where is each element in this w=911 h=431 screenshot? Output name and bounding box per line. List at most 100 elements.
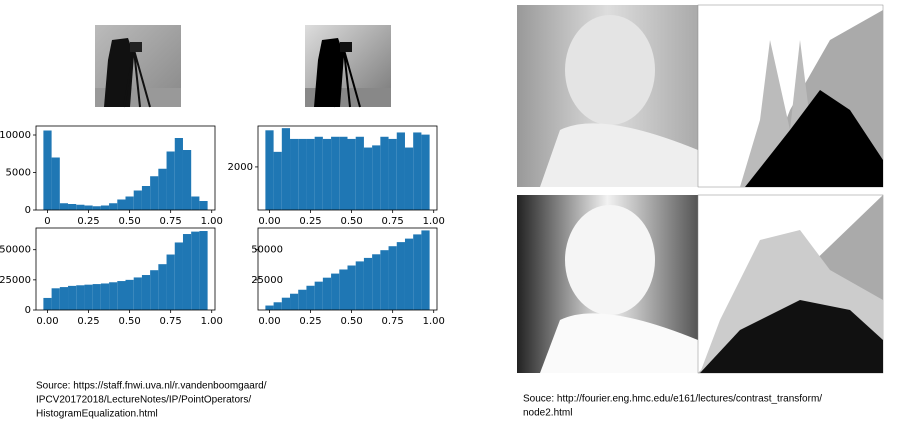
bar bbox=[76, 205, 84, 210]
bar bbox=[142, 186, 150, 210]
bar bbox=[175, 138, 183, 210]
bar bbox=[339, 137, 347, 210]
bar bbox=[68, 204, 76, 210]
x-tick-label: 0.75 bbox=[382, 316, 404, 327]
bar bbox=[109, 203, 117, 210]
y-tick-label: 2000 bbox=[228, 162, 253, 173]
bar bbox=[331, 274, 339, 310]
bar bbox=[405, 148, 413, 210]
y-tick-label: 5000 bbox=[6, 168, 31, 179]
y-tick-label: 25000 bbox=[0, 275, 31, 286]
bar bbox=[93, 284, 101, 310]
bar bbox=[265, 306, 273, 310]
bar bbox=[68, 286, 76, 310]
bar bbox=[348, 266, 356, 310]
bar bbox=[389, 246, 397, 310]
bar bbox=[356, 137, 364, 210]
bar bbox=[43, 131, 51, 211]
bar bbox=[306, 139, 314, 210]
page: {"chart_data": [ {"type": "histogram", "… bbox=[0, 0, 911, 431]
bar bbox=[298, 290, 306, 310]
source-line: Source: https://staff.fnwi.uva.nl/r.vand… bbox=[36, 381, 267, 392]
bar bbox=[380, 137, 388, 210]
bar bbox=[364, 258, 372, 310]
bar bbox=[43, 298, 51, 310]
bar bbox=[282, 128, 290, 210]
bar bbox=[150, 270, 158, 310]
x-tick-label: 0.25 bbox=[299, 316, 321, 327]
statue-original bbox=[517, 5, 883, 187]
bar bbox=[109, 282, 117, 310]
bar bbox=[101, 283, 109, 310]
photo-original bbox=[95, 25, 181, 107]
source-line: node2.html bbox=[523, 408, 572, 419]
bar bbox=[421, 135, 429, 210]
bar bbox=[298, 139, 306, 210]
x-tick-label: 0 bbox=[44, 216, 50, 227]
bar bbox=[323, 278, 331, 310]
bar bbox=[150, 176, 158, 210]
bar bbox=[413, 234, 421, 310]
x-tick-label: 0.25 bbox=[299, 216, 321, 227]
x-tick-label: 0.75 bbox=[160, 316, 182, 327]
bar bbox=[76, 285, 84, 310]
bar bbox=[397, 242, 405, 310]
bar bbox=[274, 152, 282, 210]
x-tick-label: 1.00 bbox=[201, 216, 223, 227]
bar bbox=[265, 130, 273, 210]
y-tick-label: 0 bbox=[25, 205, 31, 216]
y-tick-label: 10000 bbox=[0, 130, 31, 141]
bar bbox=[199, 231, 207, 310]
slide: Source: https://staff.fnwi.uva.nl/r.vand… bbox=[0, 0, 911, 431]
x-tick-label: 0.50 bbox=[340, 216, 362, 227]
bar bbox=[348, 139, 356, 210]
bar bbox=[339, 269, 347, 310]
y-tick-label: 25000 bbox=[251, 275, 283, 286]
bar bbox=[421, 230, 429, 310]
x-tick-label: 1.00 bbox=[201, 316, 223, 327]
bar bbox=[142, 275, 150, 310]
bar bbox=[315, 282, 323, 310]
bar bbox=[93, 206, 101, 210]
x-tick-label: 1.00 bbox=[423, 316, 445, 327]
bar bbox=[282, 298, 290, 310]
bar bbox=[315, 137, 323, 210]
bar bbox=[117, 281, 125, 310]
bar bbox=[372, 254, 380, 310]
x-tick-label: 0.25 bbox=[77, 316, 99, 327]
x-tick-label: 0.00 bbox=[36, 316, 58, 327]
bar bbox=[191, 197, 199, 211]
bar bbox=[158, 264, 166, 310]
x-tick-label: 0.25 bbox=[77, 216, 99, 227]
source-line: IPCV20172018/LectureNotes/IP/PointOperat… bbox=[36, 395, 251, 406]
bar bbox=[60, 203, 68, 210]
bar bbox=[380, 250, 388, 310]
bar bbox=[84, 285, 92, 310]
bar bbox=[183, 234, 191, 310]
bar bbox=[306, 286, 314, 310]
bar bbox=[364, 148, 372, 210]
source-line: Souce: http://fourier.eng.hmc.edu/e161/l… bbox=[523, 394, 822, 405]
x-tick-label: 0.50 bbox=[118, 216, 140, 227]
x-tick-label: 0.00 bbox=[258, 216, 280, 227]
bar bbox=[331, 137, 339, 210]
bar bbox=[126, 197, 134, 211]
x-tick-label: 0.00 bbox=[258, 316, 280, 327]
bar bbox=[126, 280, 134, 310]
bar bbox=[274, 302, 282, 310]
bar bbox=[389, 139, 397, 210]
bar bbox=[183, 150, 191, 210]
x-tick-label: 1.00 bbox=[423, 216, 445, 227]
bar bbox=[167, 152, 175, 211]
bar bbox=[117, 200, 125, 211]
photo-equalized bbox=[305, 25, 391, 107]
x-tick-label: 0.75 bbox=[382, 216, 404, 227]
bar bbox=[397, 132, 405, 210]
bar bbox=[158, 169, 166, 210]
y-tick-label: 50000 bbox=[251, 245, 283, 256]
bar bbox=[175, 242, 183, 310]
bar bbox=[413, 132, 421, 210]
source-line: HistogramEqualization.html bbox=[36, 409, 158, 420]
bar bbox=[84, 206, 92, 211]
bar bbox=[405, 239, 413, 310]
